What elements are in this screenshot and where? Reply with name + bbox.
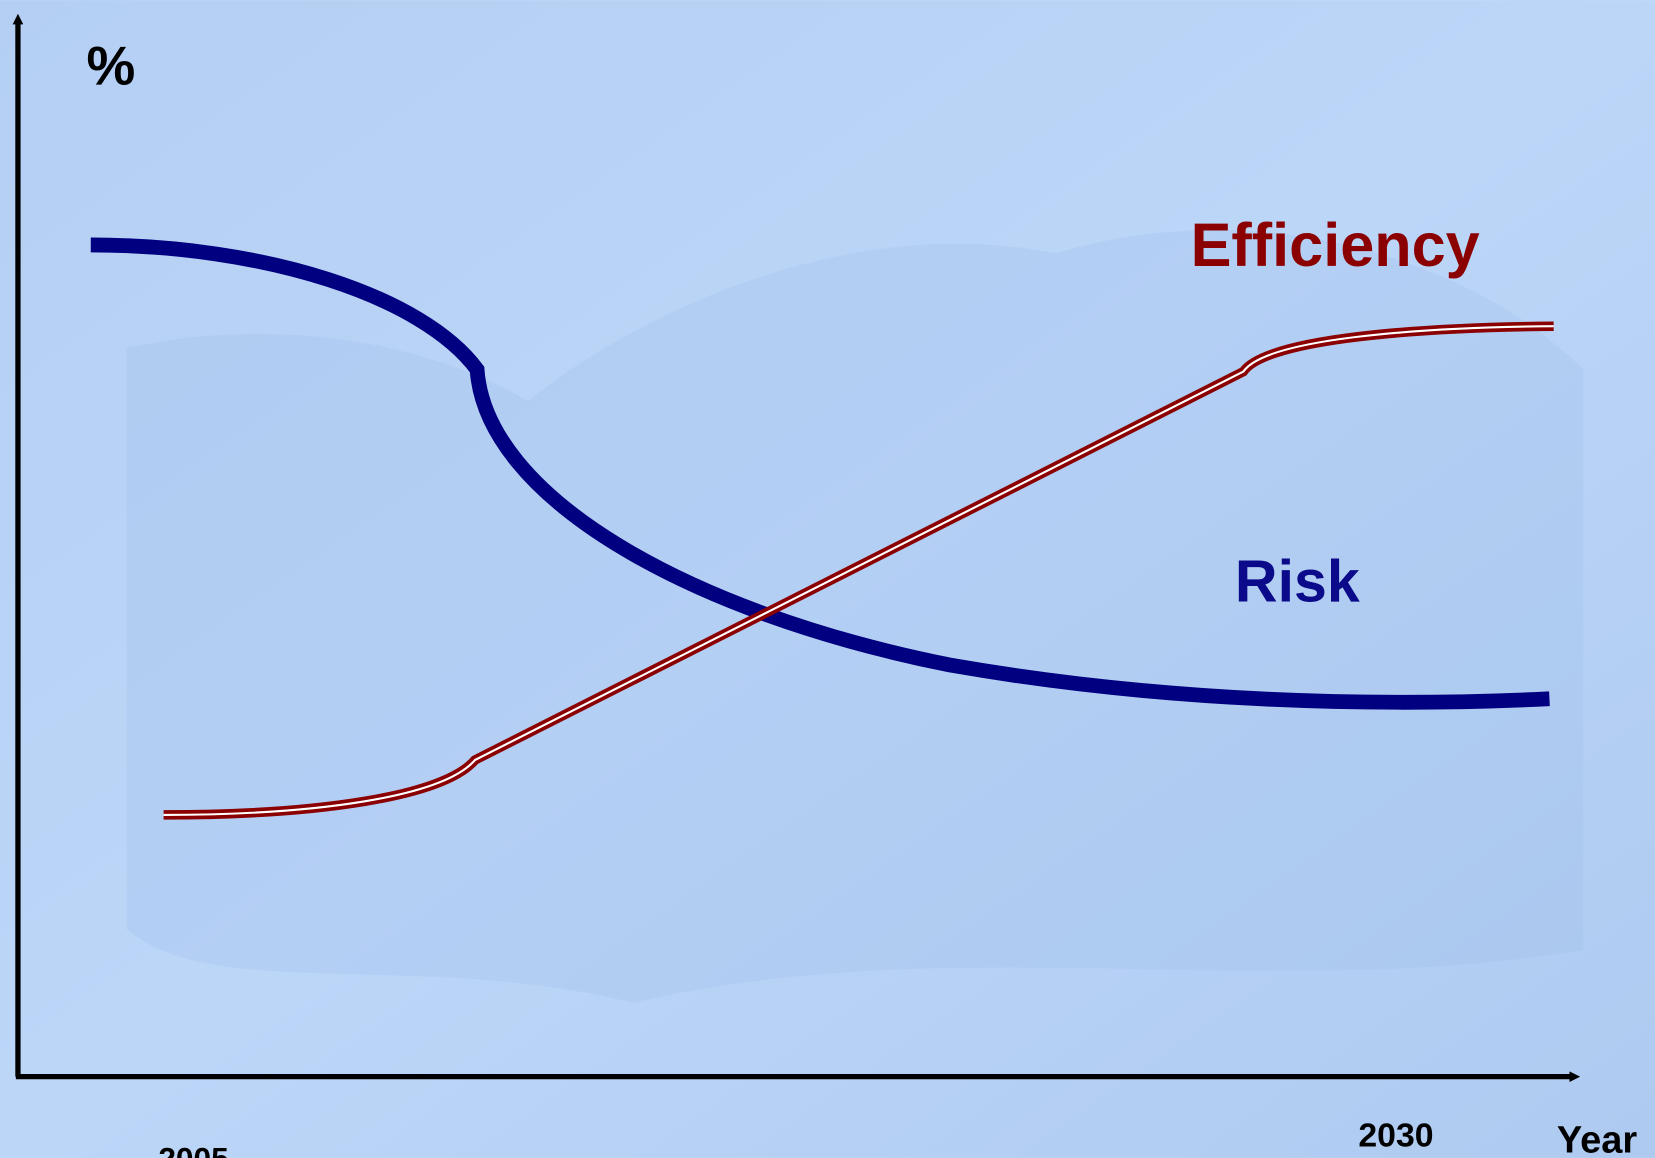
risk-label: Risk (1235, 548, 1360, 615)
efficiency-curve-highlight (163, 325, 1554, 816)
efficiency-label: Efficiency (1191, 211, 1480, 279)
x-start-label: 2005 (158, 1141, 228, 1158)
x-end-label: 2030 (1358, 1116, 1433, 1154)
x-axis-label: Year (1557, 1120, 1637, 1158)
background-map (126, 229, 1584, 1003)
y-axis-label: % (87, 35, 136, 97)
risk-curve (90, 237, 1550, 710)
